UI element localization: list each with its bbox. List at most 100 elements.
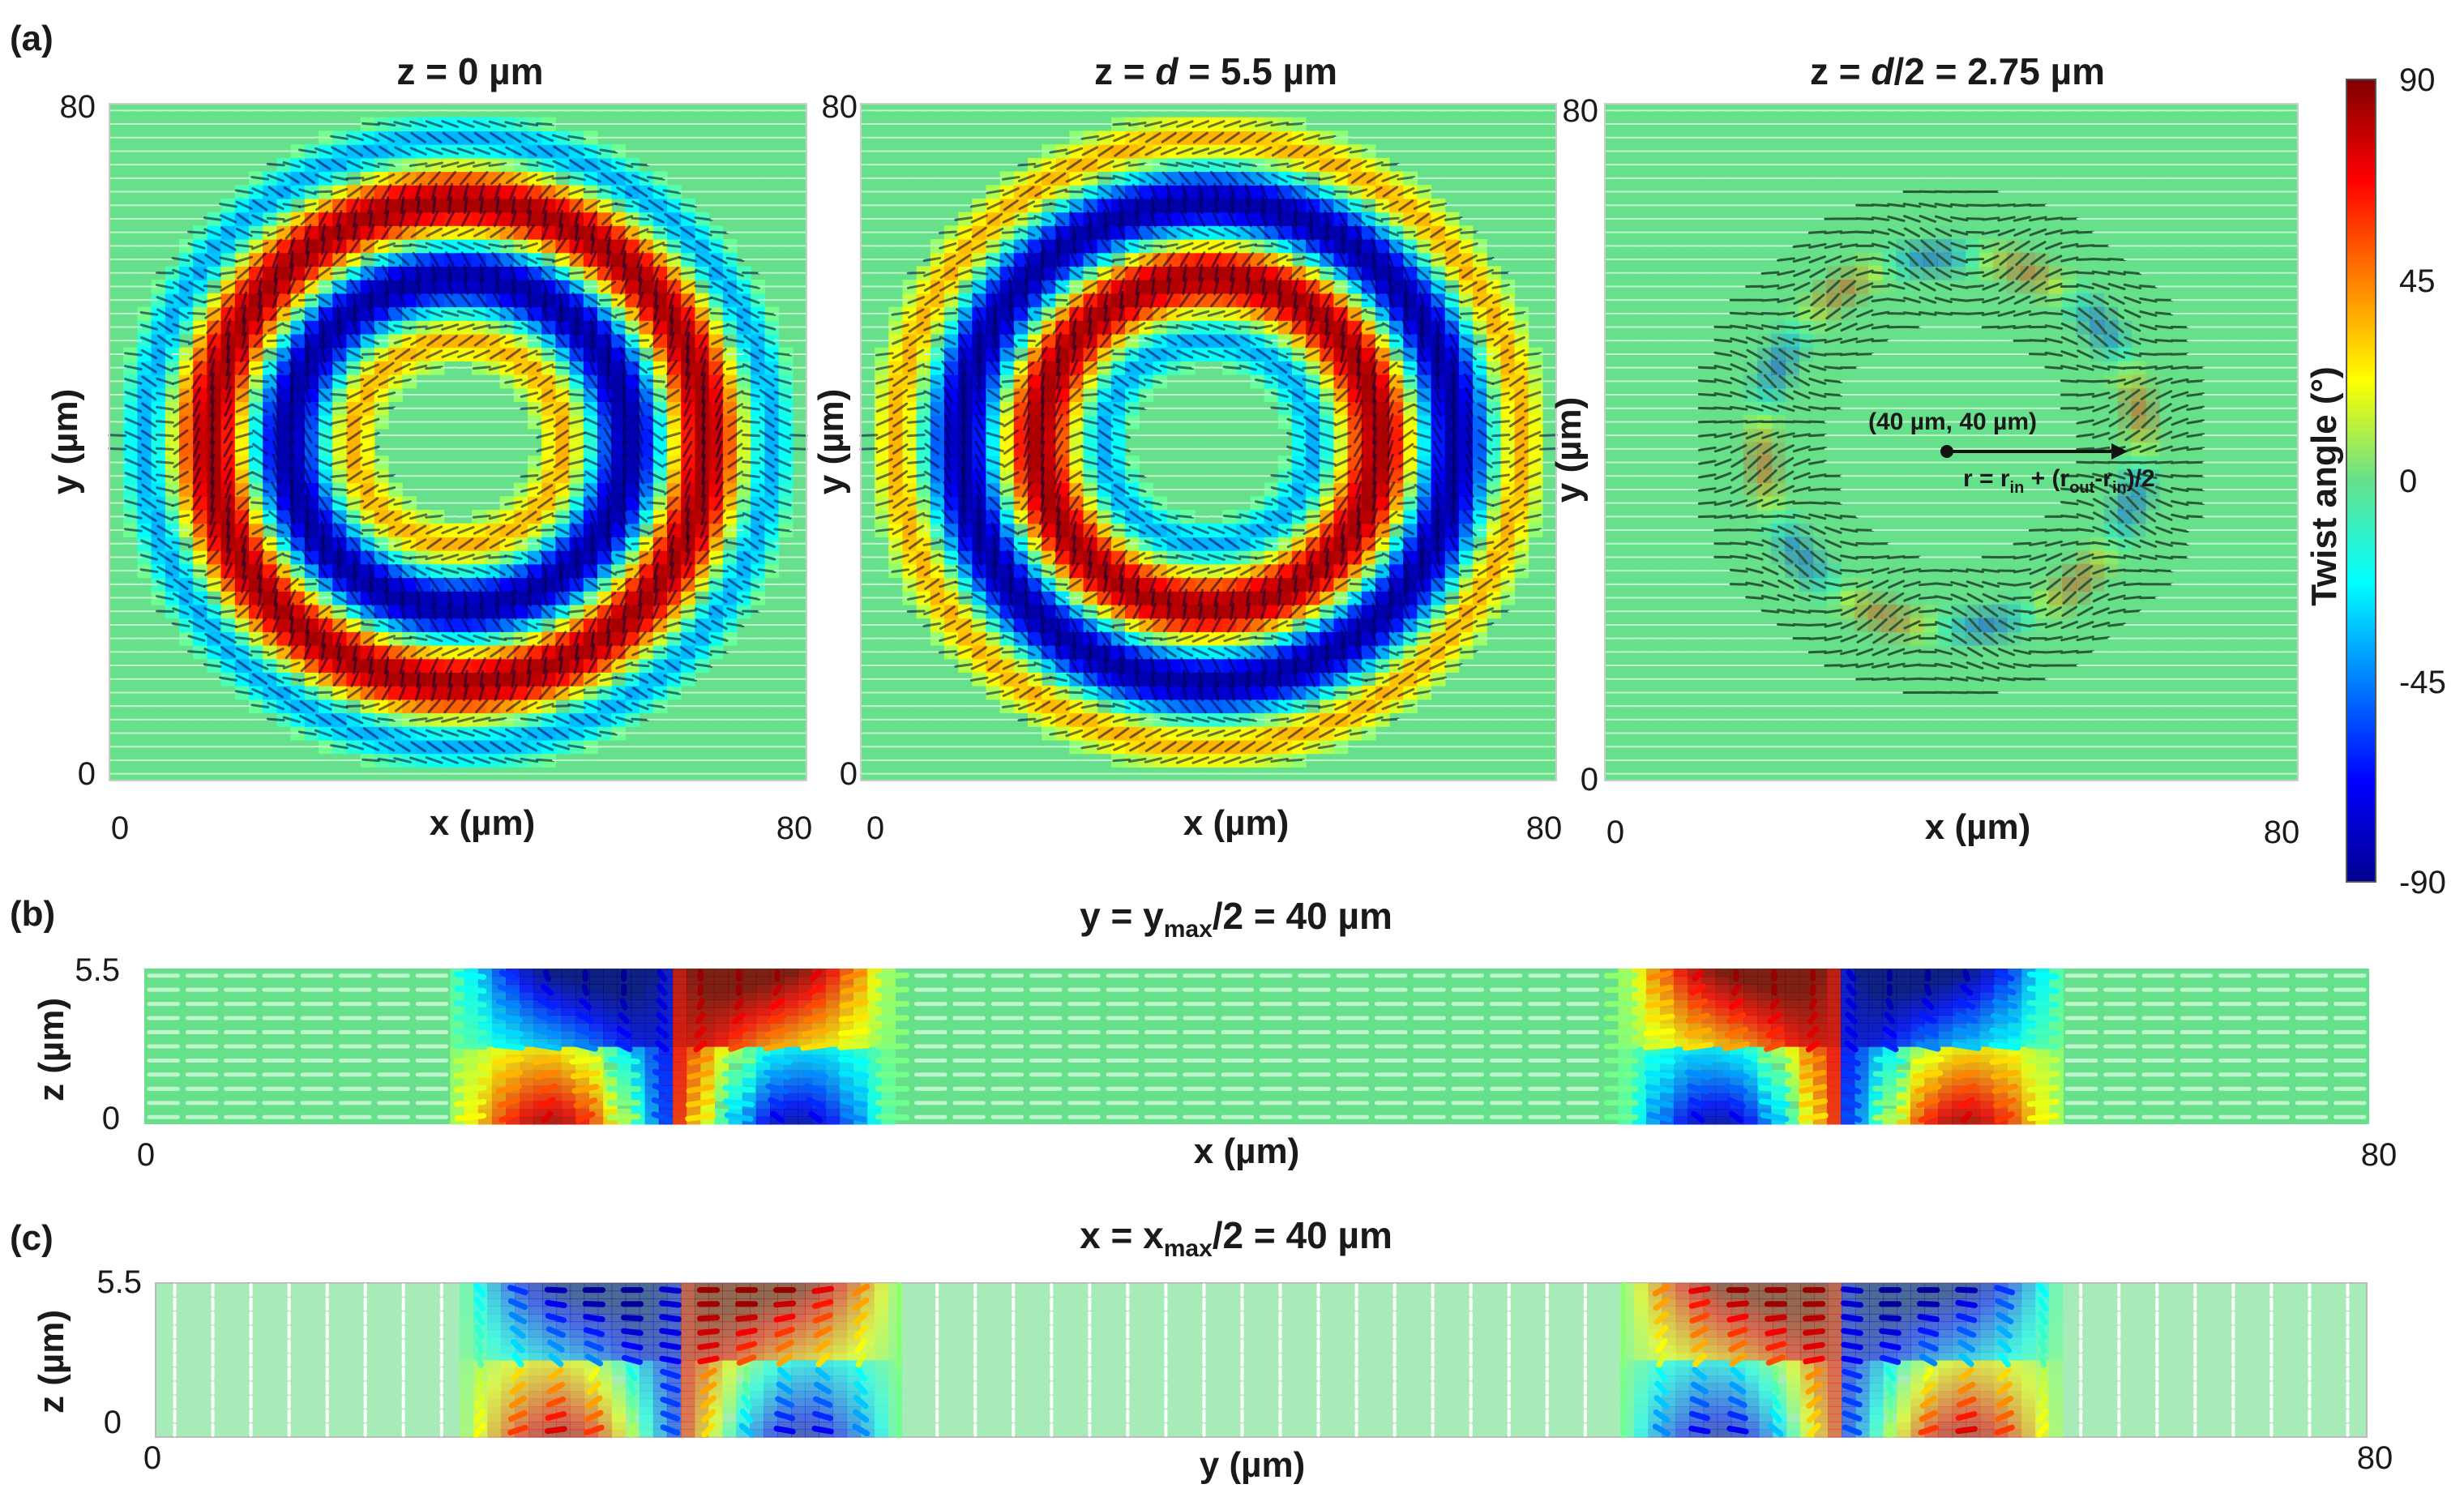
field-cell xyxy=(207,468,222,484)
director-line xyxy=(488,555,507,559)
field-cell xyxy=(290,618,306,632)
field-cell xyxy=(486,699,501,714)
field-cell xyxy=(1222,604,1237,619)
field-cell xyxy=(1333,537,1349,551)
director-line xyxy=(345,515,365,519)
director-line xyxy=(266,339,285,343)
field-cell xyxy=(263,550,277,565)
field-cell xyxy=(304,591,319,605)
field-cell xyxy=(402,604,417,619)
field-cell xyxy=(597,591,612,605)
director-line xyxy=(234,243,254,248)
field-cell xyxy=(737,510,751,524)
field-cell xyxy=(1027,428,1042,443)
field-cell xyxy=(416,739,431,755)
field-cell xyxy=(360,686,375,700)
director-line xyxy=(361,528,380,532)
field-cell xyxy=(695,482,710,497)
field-cell xyxy=(360,496,375,511)
field-cell xyxy=(708,347,724,361)
director-line xyxy=(361,758,380,763)
field-cell xyxy=(388,672,403,686)
field-cell xyxy=(499,672,515,686)
field-cell xyxy=(667,550,682,565)
field-cell xyxy=(276,482,292,497)
field-cell xyxy=(541,550,556,565)
field-cell xyxy=(193,510,207,524)
director-line xyxy=(551,704,571,708)
field-cell xyxy=(1222,699,1237,714)
field-cell xyxy=(639,604,654,619)
field-cell xyxy=(625,591,640,605)
director-line xyxy=(567,487,587,492)
director-line xyxy=(250,379,270,383)
field-cell xyxy=(722,496,738,511)
director-line xyxy=(108,434,127,437)
field-cell xyxy=(499,510,515,524)
field-cell xyxy=(1139,591,1153,605)
field-cell xyxy=(625,266,640,280)
director-line xyxy=(377,474,396,478)
field-cell xyxy=(346,577,361,592)
field-cell xyxy=(611,482,626,497)
field-cell xyxy=(249,537,263,551)
director-line xyxy=(710,230,729,234)
field-cell xyxy=(263,645,277,660)
field-cell xyxy=(388,198,403,213)
field-cell xyxy=(639,645,654,660)
director-line xyxy=(536,353,554,356)
field-cell xyxy=(528,672,542,686)
field-cell xyxy=(625,510,640,524)
field-cell xyxy=(290,686,306,700)
field-cell xyxy=(764,537,780,551)
field-cell xyxy=(319,333,333,349)
field-cell xyxy=(346,658,361,673)
field-cell xyxy=(1027,604,1042,619)
field-cell xyxy=(1027,415,1042,430)
field-cell xyxy=(611,577,626,592)
field-cell xyxy=(374,699,389,714)
director-line xyxy=(599,298,618,302)
director-line xyxy=(583,190,602,194)
field-cell xyxy=(374,523,389,537)
field-cell xyxy=(625,239,640,254)
field-cell xyxy=(751,550,765,565)
field-cell xyxy=(499,753,515,768)
field-cell xyxy=(430,672,445,686)
field-cell xyxy=(555,563,571,579)
director-line xyxy=(108,447,127,451)
director-line xyxy=(329,487,349,492)
field-cell xyxy=(541,496,556,511)
field-cell xyxy=(193,482,207,497)
field-cell xyxy=(695,510,710,524)
xlabel-a1: x (µm) xyxy=(430,803,535,843)
field-cell xyxy=(263,591,277,605)
field-cell xyxy=(290,510,306,524)
director-line xyxy=(536,622,554,627)
field-cell xyxy=(528,618,542,632)
director-line xyxy=(314,190,333,194)
field-cell xyxy=(276,225,292,240)
field-cell xyxy=(234,550,250,565)
field-cell xyxy=(751,577,765,592)
field-cell xyxy=(639,618,654,632)
director-line xyxy=(503,636,523,640)
field-cell xyxy=(193,496,207,511)
panel-label-c: (c) xyxy=(10,1218,53,1258)
field-cell xyxy=(290,550,306,565)
director-line xyxy=(155,420,174,424)
director-line xyxy=(551,515,571,519)
panel-a2: 80 0 0 80 x (µm) y (µm) xyxy=(811,89,1562,846)
director-line xyxy=(456,515,475,518)
field-cell xyxy=(472,604,486,619)
director-line xyxy=(250,501,270,505)
field-cell xyxy=(513,496,528,511)
field-cell xyxy=(597,550,612,565)
field-cell xyxy=(722,550,738,565)
field-cell xyxy=(1458,604,1474,619)
field-cell xyxy=(165,482,180,497)
director-line xyxy=(266,162,285,167)
xtick-right-a1: 80 xyxy=(776,811,813,846)
field-cell xyxy=(513,604,528,619)
